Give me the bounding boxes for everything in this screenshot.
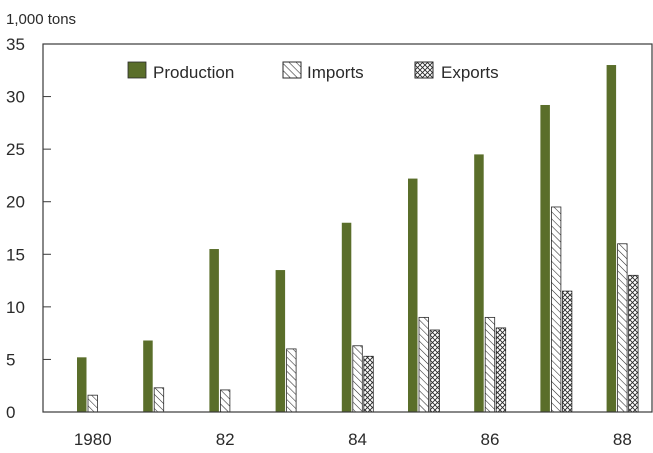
y-axis-unit-label: 1,000 tons	[6, 11, 76, 28]
bar-imports-1988	[618, 244, 628, 412]
bar-production-1984	[342, 223, 352, 412]
y-tick-label: 15	[6, 245, 25, 264]
legend: Production Imports Exports	[128, 62, 499, 82]
y-tick-label: 25	[6, 140, 25, 159]
legend-swatch-imports	[283, 62, 301, 78]
y-axis: 0 5 10 15 20 25 30 35	[6, 35, 51, 422]
bar-production-1985	[408, 179, 418, 412]
bar-production-1980	[77, 357, 87, 412]
bar-imports-1983	[287, 349, 297, 412]
bar-imports-1987	[551, 207, 561, 412]
legend-swatch-exports	[415, 62, 433, 78]
bar-production-1982	[209, 249, 219, 412]
x-tick-label: 84	[348, 430, 367, 449]
bar-series	[77, 65, 638, 412]
bar-production-1981	[143, 341, 153, 412]
legend-swatch-production	[128, 62, 146, 78]
bar-imports-1984	[353, 346, 363, 412]
bar-exports-1985	[430, 330, 440, 412]
bar-production-1986	[474, 154, 484, 412]
y-tick-label: 20	[6, 193, 25, 212]
legend-label-production: Production	[153, 63, 234, 82]
bar-production-1988	[607, 65, 617, 412]
x-tick-label: 1980	[74, 430, 112, 449]
bar-imports-1986	[485, 317, 495, 412]
bar-exports-1984	[364, 356, 374, 412]
x-tick-label: 88	[613, 430, 632, 449]
bar-imports-1985	[419, 317, 429, 412]
bar-exports-1986	[496, 328, 506, 412]
y-tick-label: 30	[6, 88, 25, 107]
bar-exports-1988	[629, 275, 639, 412]
bar-imports-1980	[88, 395, 98, 412]
y-tick-label: 35	[6, 35, 25, 54]
y-tick-label: 0	[6, 403, 15, 422]
bar-production-1987	[540, 105, 550, 412]
bar-production-1983	[276, 270, 286, 412]
legend-label-imports: Imports	[307, 63, 364, 82]
bar-exports-1987	[562, 291, 572, 412]
bar-imports-1982	[220, 390, 230, 412]
bar-imports-1981	[154, 388, 164, 412]
x-tick-label: 82	[216, 430, 235, 449]
legend-label-exports: Exports	[441, 63, 499, 82]
y-tick-label: 5	[6, 350, 15, 369]
x-tick-label: 86	[480, 430, 499, 449]
y-tick-label: 10	[6, 298, 25, 317]
